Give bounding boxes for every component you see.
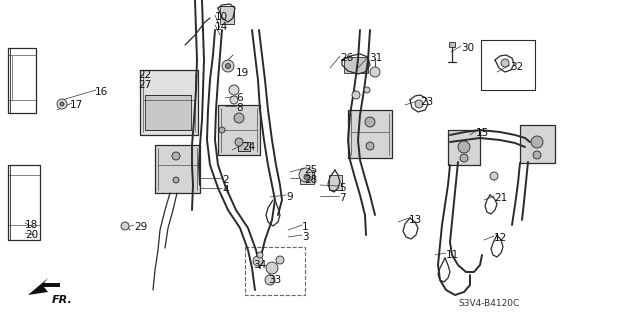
Bar (8, 48, 36, 113)
Bar (238, 142, 250, 151)
Text: 6: 6 (236, 93, 243, 103)
Bar (329, 175, 342, 190)
Circle shape (57, 99, 67, 109)
Circle shape (266, 262, 278, 274)
Text: 8: 8 (236, 103, 243, 113)
Text: 11: 11 (446, 250, 460, 260)
Circle shape (366, 142, 374, 150)
Text: 14: 14 (215, 22, 228, 32)
Circle shape (235, 138, 243, 146)
Text: FR.: FR. (52, 295, 73, 305)
Bar (344, 57, 368, 73)
Text: 33: 33 (268, 275, 281, 285)
Text: 28: 28 (304, 175, 317, 185)
Bar (348, 110, 392, 158)
Circle shape (501, 59, 509, 67)
Circle shape (415, 100, 423, 108)
Text: 1: 1 (302, 222, 308, 232)
Bar (218, 105, 260, 155)
Text: 21: 21 (494, 193, 508, 203)
Text: 9: 9 (286, 192, 292, 202)
Bar (8, 165, 40, 240)
Text: 22: 22 (138, 70, 151, 80)
Circle shape (225, 63, 230, 69)
Circle shape (304, 174, 310, 180)
Bar (448, 130, 480, 165)
Circle shape (172, 152, 180, 160)
Text: 13: 13 (409, 215, 422, 225)
Bar (155, 145, 200, 193)
Circle shape (230, 96, 238, 104)
Circle shape (531, 136, 543, 148)
Circle shape (265, 275, 275, 285)
Text: 32: 32 (510, 62, 524, 72)
Circle shape (460, 154, 468, 162)
Text: 34: 34 (253, 260, 266, 270)
Bar (348, 110, 392, 158)
Text: 20: 20 (25, 230, 38, 240)
Text: 24: 24 (242, 142, 255, 152)
Text: 16: 16 (95, 87, 108, 97)
Circle shape (219, 127, 225, 133)
Bar (481, 40, 535, 90)
Circle shape (60, 102, 64, 106)
Text: 17: 17 (70, 100, 83, 110)
Circle shape (121, 222, 129, 230)
Circle shape (229, 85, 239, 95)
Polygon shape (28, 278, 60, 295)
Text: S3V4-B4120C: S3V4-B4120C (459, 299, 520, 308)
Bar (520, 125, 555, 163)
Circle shape (490, 172, 498, 180)
Bar (520, 125, 555, 163)
Bar (218, 105, 260, 155)
Bar (449, 42, 455, 47)
Circle shape (222, 60, 234, 72)
Text: 7: 7 (339, 193, 346, 203)
Circle shape (365, 117, 375, 127)
Bar (140, 70, 198, 135)
Bar (245, 247, 305, 295)
Text: 29: 29 (134, 222, 147, 232)
Text: 12: 12 (494, 233, 508, 243)
Bar (300, 170, 314, 184)
Text: 18: 18 (25, 220, 38, 230)
Text: 2: 2 (222, 175, 228, 185)
Circle shape (364, 87, 370, 93)
Circle shape (173, 177, 179, 183)
Bar (220, 6, 234, 24)
Text: 23: 23 (420, 97, 433, 107)
Bar (145, 95, 191, 130)
Text: 3: 3 (302, 232, 308, 242)
Circle shape (352, 91, 360, 99)
Bar (448, 130, 480, 165)
Text: 4: 4 (222, 185, 228, 195)
Circle shape (533, 151, 541, 159)
Circle shape (253, 256, 263, 266)
Circle shape (299, 168, 313, 182)
Bar (140, 70, 198, 135)
Circle shape (257, 252, 263, 258)
Bar (238, 142, 250, 151)
Bar (155, 145, 200, 193)
Text: 19: 19 (236, 68, 249, 78)
Text: 31: 31 (369, 53, 382, 63)
Circle shape (234, 113, 244, 123)
Text: 5: 5 (339, 183, 346, 193)
Circle shape (458, 141, 470, 153)
Text: 30: 30 (461, 43, 474, 53)
Text: 15: 15 (476, 128, 489, 138)
Text: 26: 26 (340, 53, 353, 63)
Text: 27: 27 (138, 80, 151, 90)
Circle shape (276, 256, 284, 264)
Text: 10: 10 (215, 12, 228, 22)
Text: 25: 25 (304, 165, 317, 175)
Circle shape (370, 67, 380, 77)
